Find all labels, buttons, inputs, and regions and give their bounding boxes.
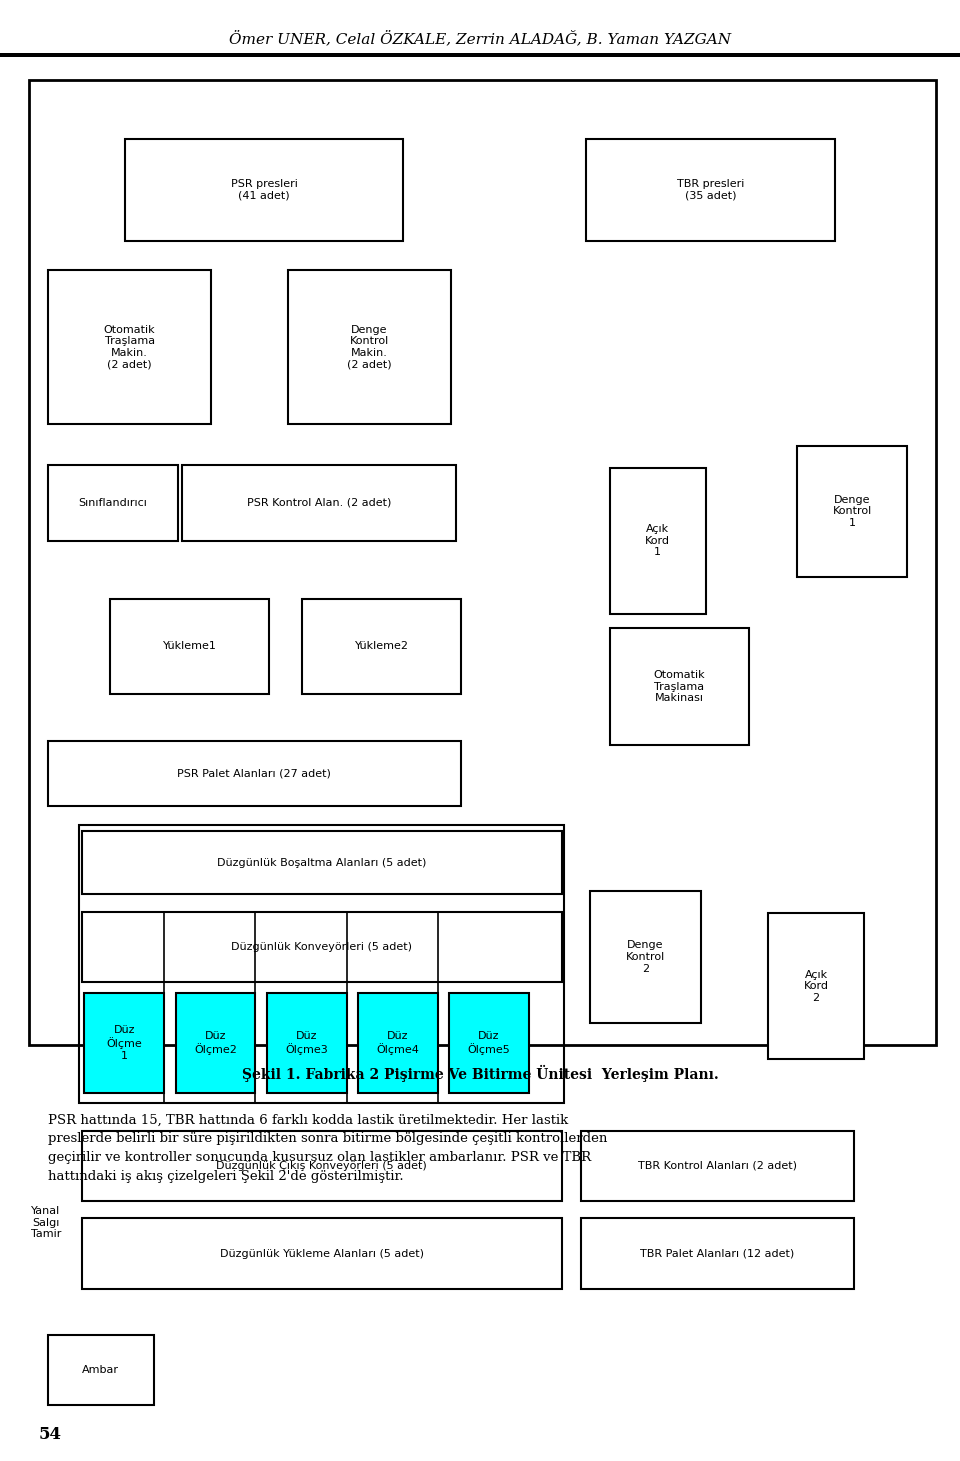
FancyBboxPatch shape: [288, 270, 451, 424]
FancyBboxPatch shape: [29, 80, 936, 1045]
Text: Düzgünlük Konveyörleri (5 adet): Düzgünlük Konveyörleri (5 adet): [231, 942, 412, 951]
Text: Denge
Kontrol
2: Denge Kontrol 2: [626, 941, 665, 973]
FancyBboxPatch shape: [82, 831, 562, 894]
Text: PSR Palet Alanları (27 adet): PSR Palet Alanları (27 adet): [178, 768, 331, 779]
Text: TBR Kontrol Alanları (2 adet): TBR Kontrol Alanları (2 adet): [638, 1161, 797, 1170]
FancyBboxPatch shape: [82, 1131, 562, 1201]
Text: Düz
Ölçme
1: Düz Ölçme 1: [107, 1026, 142, 1061]
FancyBboxPatch shape: [302, 599, 461, 694]
FancyBboxPatch shape: [82, 912, 562, 982]
FancyBboxPatch shape: [449, 993, 529, 1093]
Text: Ömer UNER, Celal ÖZKALE, Zerrin ALADAĞ, B. Yaman YAZGAN: Ömer UNER, Celal ÖZKALE, Zerrin ALADAĞ, …: [228, 31, 732, 45]
Text: Düz
Ölçme4: Düz Ölçme4: [376, 1031, 420, 1055]
FancyBboxPatch shape: [768, 913, 864, 1059]
FancyBboxPatch shape: [125, 139, 403, 241]
Text: Yükleme2: Yükleme2: [354, 641, 409, 652]
FancyBboxPatch shape: [48, 1335, 154, 1405]
Text: Otomatik
Traşlama
Makin.
(2 adet): Otomatik Traşlama Makin. (2 adet): [104, 324, 156, 370]
FancyBboxPatch shape: [590, 891, 701, 1023]
FancyBboxPatch shape: [176, 993, 255, 1093]
Text: Ambar: Ambar: [83, 1366, 119, 1375]
Text: PSR presleri
(41 adet): PSR presleri (41 adet): [230, 180, 298, 200]
FancyBboxPatch shape: [48, 465, 178, 541]
FancyBboxPatch shape: [267, 993, 347, 1093]
FancyBboxPatch shape: [0, 53, 960, 57]
Text: Açık
Kord
2: Açık Kord 2: [804, 970, 828, 1002]
Text: Düzgünlük Boşaltma Alanları (5 adet): Düzgünlük Boşaltma Alanları (5 adet): [217, 858, 426, 868]
Text: Düzgünlük Çıkış Konveyörleri (5 adet): Düzgünlük Çıkış Konveyörleri (5 adet): [216, 1161, 427, 1170]
Text: PSR hattında 15, TBR hattında 6 farklı kodda lastik üretilmektedir. Her lastik
p: PSR hattında 15, TBR hattında 6 farklı k…: [48, 1113, 608, 1183]
FancyBboxPatch shape: [610, 468, 706, 614]
FancyBboxPatch shape: [581, 1131, 854, 1201]
Text: Açık
Kord
1: Açık Kord 1: [645, 524, 670, 557]
Text: Denge
Kontrol
Makin.
(2 adet): Denge Kontrol Makin. (2 adet): [348, 324, 392, 370]
FancyBboxPatch shape: [358, 993, 438, 1093]
FancyBboxPatch shape: [48, 741, 461, 806]
FancyBboxPatch shape: [110, 599, 269, 694]
Text: Düz
Ölçme3: Düz Ölçme3: [285, 1031, 328, 1055]
FancyBboxPatch shape: [84, 993, 164, 1093]
Text: Denge
Kontrol
1: Denge Kontrol 1: [832, 495, 872, 527]
Text: PSR Kontrol Alan. (2 adet): PSR Kontrol Alan. (2 adet): [247, 498, 392, 507]
Text: Yükleme1: Yükleme1: [162, 641, 217, 652]
FancyBboxPatch shape: [586, 139, 835, 241]
FancyBboxPatch shape: [82, 1218, 562, 1289]
Text: Düz
Ölçme5: Düz Ölçme5: [468, 1031, 511, 1055]
FancyBboxPatch shape: [581, 1218, 854, 1289]
Text: 54: 54: [38, 1426, 61, 1443]
Text: TBR presleri
(35 adet): TBR presleri (35 adet): [677, 180, 744, 200]
FancyBboxPatch shape: [797, 446, 907, 577]
Text: Şekil 1. Fabrika 2 Pişirme Ve Bitirme Ünitesi  Yerleşim Planı.: Şekil 1. Fabrika 2 Pişirme Ve Bitirme Ün…: [242, 1065, 718, 1083]
Text: Düzgünlük Yükleme Alanları (5 adet): Düzgünlük Yükleme Alanları (5 adet): [220, 1249, 423, 1258]
Text: Yanal
Salgı
Tamir: Yanal Salgı Tamir: [31, 1207, 61, 1239]
Text: Otomatik
Traşlama
Makinası: Otomatik Traşlama Makinası: [654, 671, 705, 703]
FancyBboxPatch shape: [610, 628, 749, 745]
FancyBboxPatch shape: [182, 465, 456, 541]
Text: Düz
Ölçme2: Düz Ölçme2: [194, 1031, 237, 1055]
Text: Sınıflandırıcı: Sınıflandırıcı: [79, 498, 147, 507]
Text: TBR Palet Alanları (12 adet): TBR Palet Alanları (12 adet): [640, 1249, 795, 1258]
FancyBboxPatch shape: [48, 270, 211, 424]
